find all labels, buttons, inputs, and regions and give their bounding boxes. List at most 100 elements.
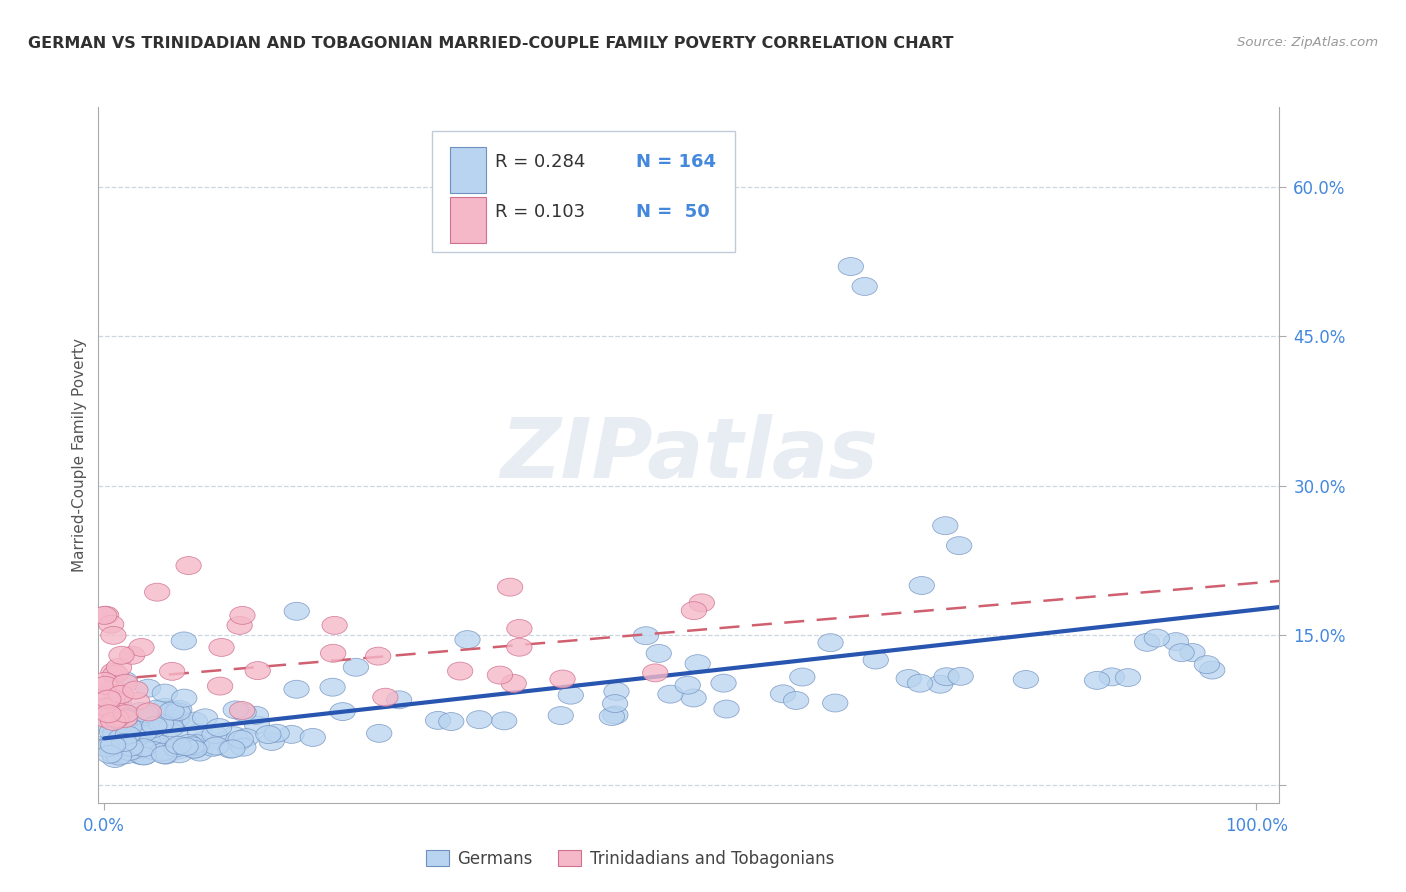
Ellipse shape [467,711,492,729]
Ellipse shape [112,709,138,727]
Ellipse shape [209,732,235,750]
Ellipse shape [245,662,270,680]
Ellipse shape [131,739,156,756]
Ellipse shape [172,690,197,707]
Ellipse shape [141,741,166,759]
Ellipse shape [208,677,233,695]
Ellipse shape [101,626,127,644]
Ellipse shape [165,710,190,728]
Ellipse shape [506,639,531,657]
Ellipse shape [675,676,700,694]
Ellipse shape [163,739,188,756]
Ellipse shape [366,648,391,665]
Ellipse shape [187,743,212,761]
Ellipse shape [124,692,149,710]
Ellipse shape [128,702,153,721]
Ellipse shape [681,689,706,707]
Ellipse shape [633,627,658,645]
Text: R = 0.103: R = 0.103 [495,203,585,221]
Ellipse shape [343,658,368,676]
Ellipse shape [184,738,209,756]
Ellipse shape [173,738,198,756]
Ellipse shape [122,681,148,699]
Ellipse shape [454,631,481,648]
Ellipse shape [245,716,270,734]
Ellipse shape [1135,633,1160,651]
Ellipse shape [928,675,953,693]
Ellipse shape [229,701,254,720]
Ellipse shape [108,686,134,704]
Ellipse shape [131,740,156,759]
Ellipse shape [284,602,309,620]
Ellipse shape [201,725,228,743]
Ellipse shape [207,719,232,737]
Ellipse shape [1163,632,1188,650]
Ellipse shape [156,706,181,724]
Ellipse shape [603,682,628,700]
Ellipse shape [193,709,218,727]
Ellipse shape [823,694,848,712]
Text: ZIPatlas: ZIPatlas [501,415,877,495]
Ellipse shape [233,729,259,747]
Legend: Germans, Trinidadians and Tobagonians: Germans, Trinidadians and Tobagonians [419,843,841,874]
Ellipse shape [264,724,290,742]
Ellipse shape [243,706,269,724]
Ellipse shape [159,719,184,737]
Ellipse shape [602,695,627,713]
Ellipse shape [104,713,129,731]
Ellipse shape [934,668,959,686]
Ellipse shape [367,724,392,742]
Ellipse shape [284,681,309,698]
Ellipse shape [218,740,243,758]
Ellipse shape [100,736,125,754]
Ellipse shape [103,692,128,710]
Ellipse shape [94,739,120,756]
Ellipse shape [131,747,156,765]
Ellipse shape [910,576,935,594]
Ellipse shape [114,719,139,737]
Ellipse shape [330,703,356,721]
Ellipse shape [104,737,129,755]
Ellipse shape [818,633,844,652]
Ellipse shape [108,729,134,747]
Ellipse shape [128,747,153,764]
Ellipse shape [711,674,737,692]
Ellipse shape [97,746,122,764]
Ellipse shape [166,700,193,719]
Ellipse shape [167,745,193,763]
Ellipse shape [603,706,628,724]
Ellipse shape [93,709,118,727]
Ellipse shape [118,739,143,756]
Ellipse shape [108,738,134,756]
Ellipse shape [1180,643,1205,662]
Ellipse shape [219,740,245,758]
Ellipse shape [134,705,159,723]
Ellipse shape [131,707,156,726]
Ellipse shape [132,723,157,741]
Ellipse shape [783,691,808,709]
Ellipse shape [97,736,122,754]
Ellipse shape [93,607,118,624]
Ellipse shape [228,731,253,748]
Ellipse shape [166,741,191,759]
Ellipse shape [114,722,139,739]
Ellipse shape [127,732,152,750]
Ellipse shape [231,703,256,722]
Ellipse shape [259,732,284,750]
Ellipse shape [689,594,714,612]
Ellipse shape [946,537,972,555]
Ellipse shape [176,557,201,574]
Ellipse shape [105,718,131,736]
Ellipse shape [1199,661,1225,679]
Ellipse shape [439,713,464,731]
Ellipse shape [101,663,127,681]
Ellipse shape [112,710,138,728]
Ellipse shape [682,601,707,620]
Ellipse shape [145,583,170,601]
Ellipse shape [172,632,197,650]
Ellipse shape [932,516,957,534]
Ellipse shape [770,685,796,703]
Ellipse shape [112,705,138,723]
Ellipse shape [117,742,142,761]
Ellipse shape [447,662,472,680]
